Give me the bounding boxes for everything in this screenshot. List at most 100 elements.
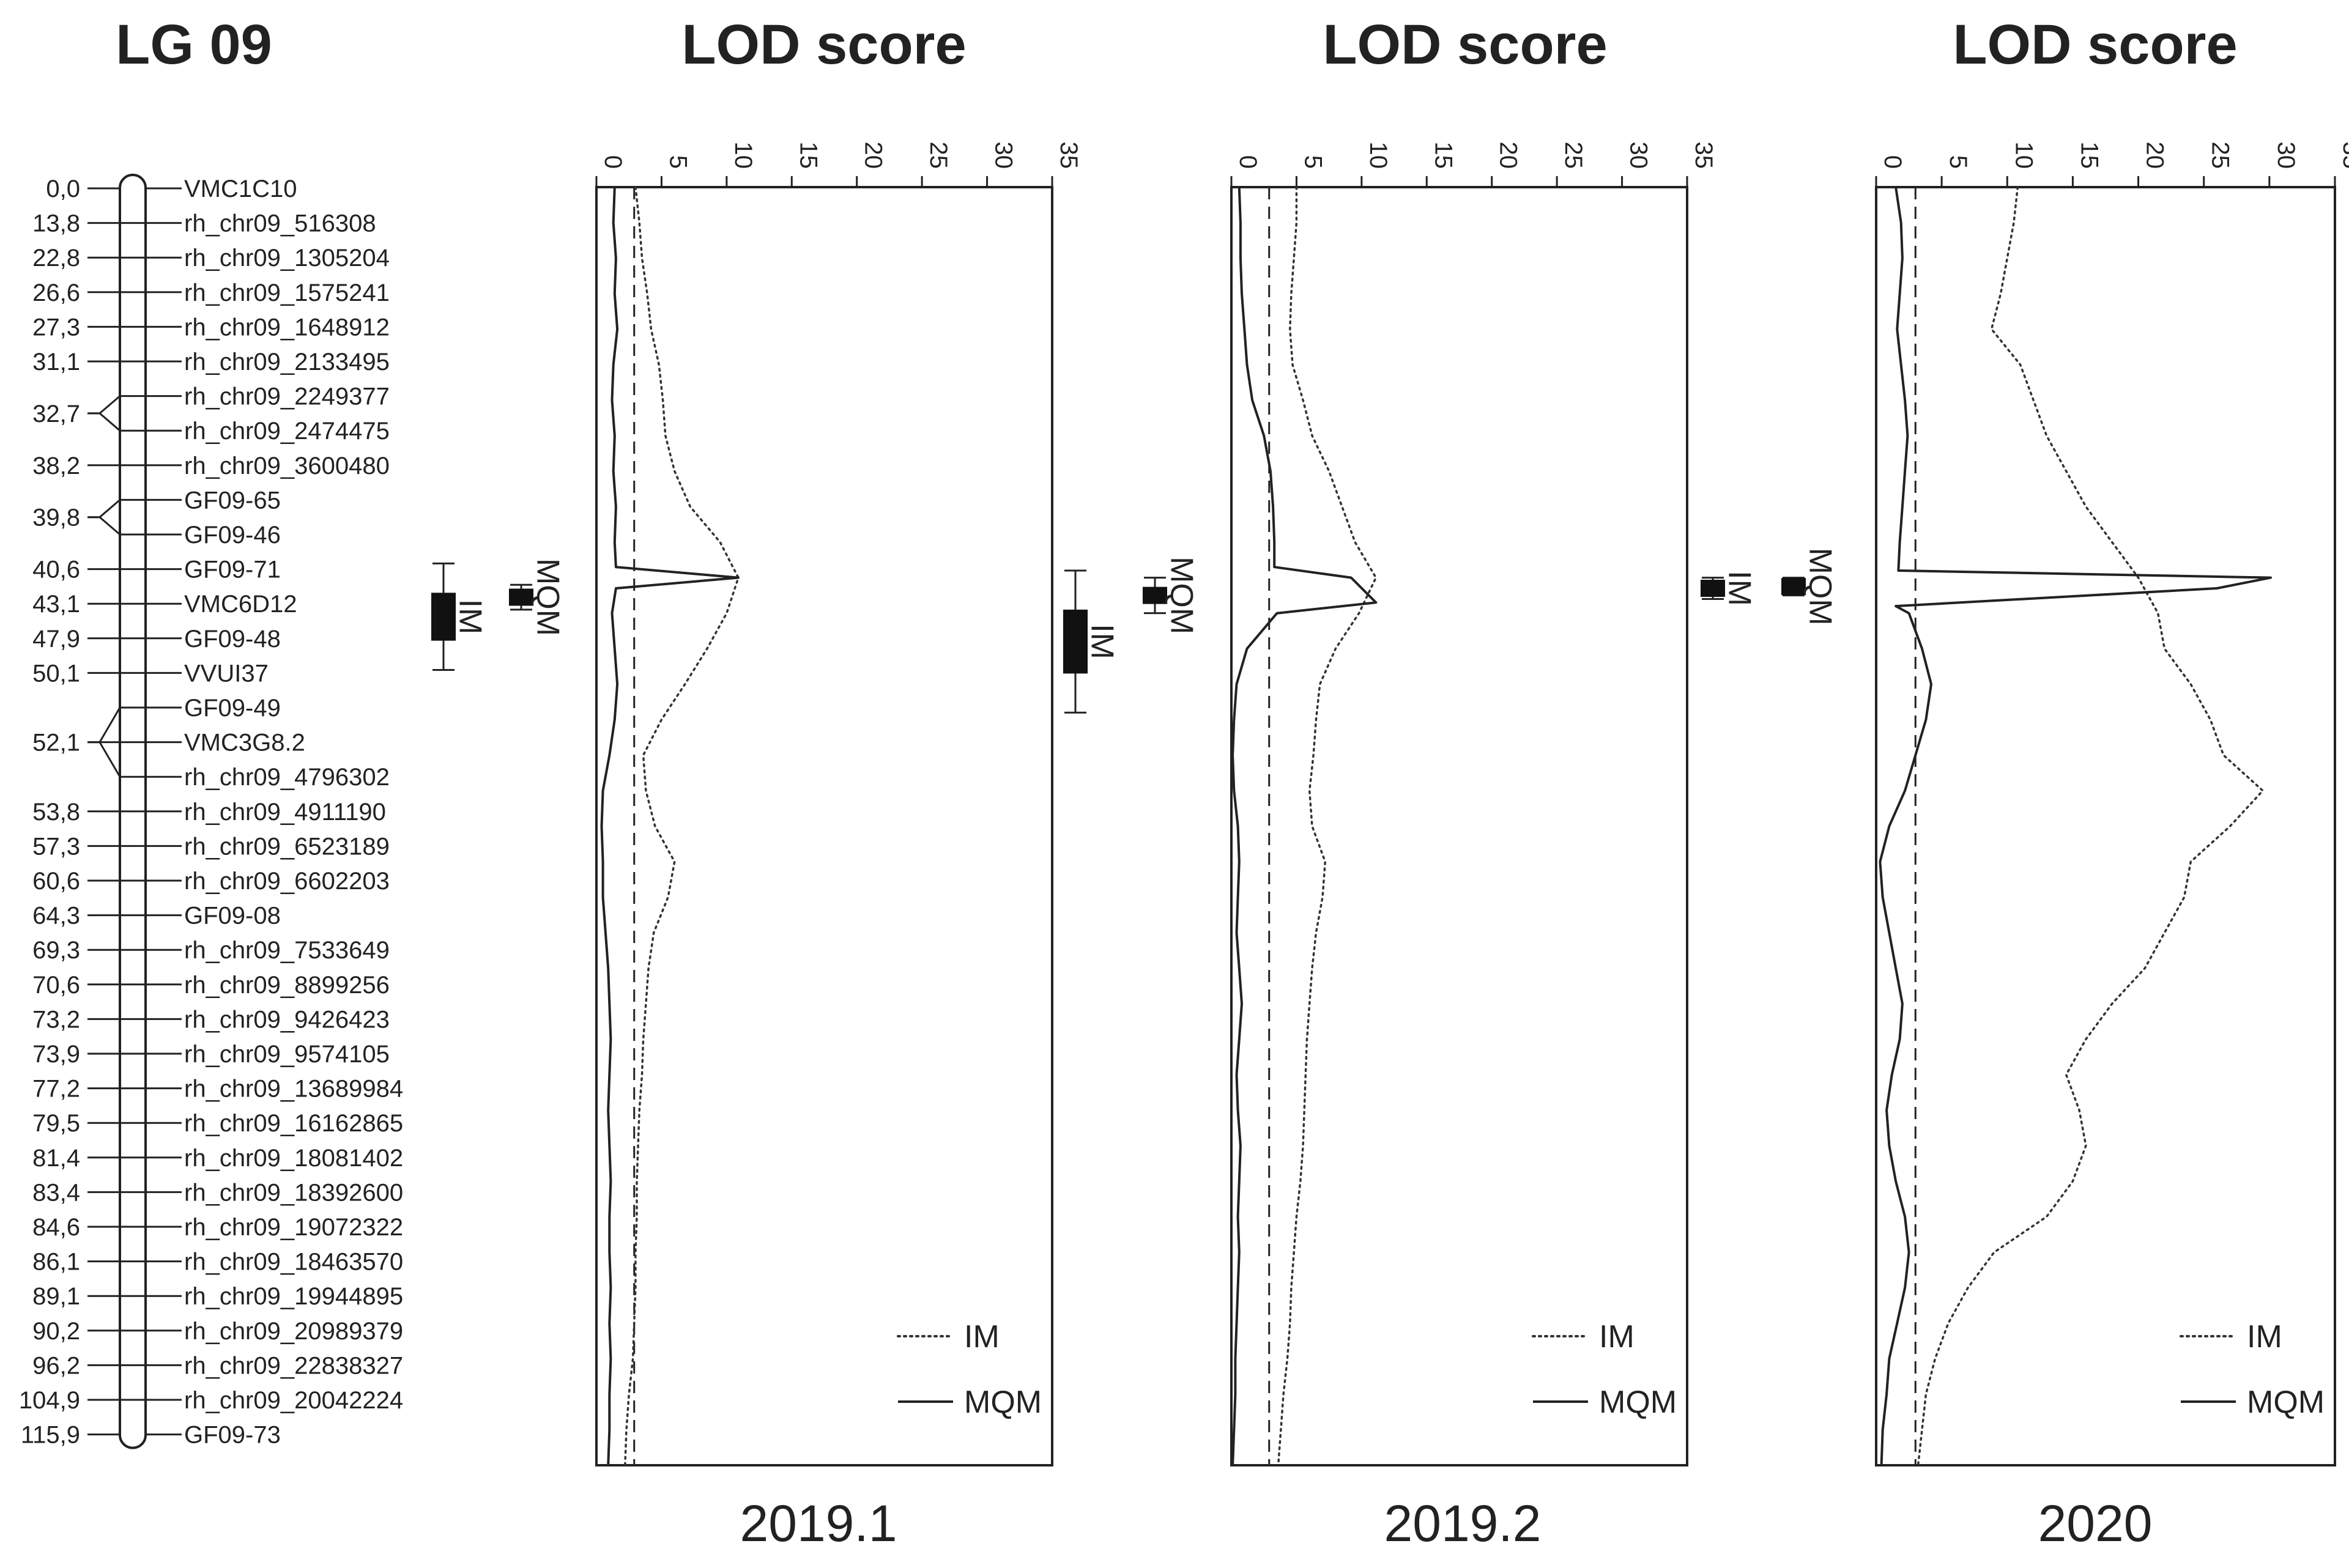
marker-label: rh_chr09_6523189: [184, 833, 390, 860]
linkage-group-map: VMC1C10 rh_chr09_516308 rh_chr09_1305204rh…: [19, 174, 403, 1449]
position-label: 84,6: [32, 1214, 80, 1241]
tick-label: 35: [2338, 142, 2349, 169]
marker-label: GF09-49: [184, 695, 281, 722]
marker-label: rh_chr09_19944895: [184, 1283, 403, 1310]
tick-label: 0: [1234, 155, 1261, 169]
ci-mqm-box: [1143, 586, 1167, 604]
marker-label: rh_chr09_4911190: [184, 799, 386, 826]
position-label: 40,6: [32, 557, 80, 583]
position-label: 69,3: [32, 937, 80, 964]
legend-im-label: IM: [1599, 1319, 1635, 1355]
position-label: 39,8: [32, 505, 80, 531]
position-label: 73,9: [32, 1041, 80, 1068]
tick-label: 0: [1879, 155, 1906, 169]
position-label: 13,8: [32, 210, 80, 237]
ci-im-label: IM: [452, 599, 488, 635]
position-label: 73,2: [32, 1006, 80, 1033]
position-label: 47,9: [32, 626, 80, 653]
lod-panel-0: LOD score 0 5 10 15 20 25 30 35 IM MQM 2019.1 IM MQM: [431, 13, 1082, 1552]
ci-im-box: [431, 593, 456, 641]
marker-label: rh_chr09_516308: [184, 210, 376, 237]
ci-mqm-label: MQM: [1163, 557, 1199, 634]
tick-label: 5: [1299, 155, 1326, 169]
position-label: 86,1: [32, 1249, 80, 1276]
tick-label: 30: [990, 142, 1017, 169]
ci-im-box: [1701, 580, 1725, 597]
marker-label: rh_chr09_9426423: [184, 1006, 390, 1033]
marker-label: rh_chr09_18392600: [184, 1179, 403, 1206]
marker-label: rh_chr09_3600480: [184, 453, 390, 479]
tick-label: 0: [599, 155, 626, 169]
marker-label: GF09-48: [184, 626, 281, 653]
panel-year: 2019.1: [740, 1495, 897, 1552]
plot-frame: [1875, 186, 2336, 1466]
marker-label: rh_chr09_22838327: [184, 1352, 403, 1379]
marker-label: rh_chr09_18081402: [184, 1145, 403, 1172]
mqm-curve: [1231, 187, 1378, 1466]
position-connector: [87, 395, 121, 415]
ci-mqm-label: MQM: [1802, 548, 1838, 626]
position-label: 22,8: [32, 245, 80, 272]
ci-mqm-box: [509, 588, 533, 606]
ci-mqm-label: MQM: [530, 558, 565, 636]
legend-mqm-label: MQM: [964, 1385, 1042, 1420]
marker-label: rh_chr09_8899256: [184, 972, 390, 999]
tick-label: 20: [1495, 142, 1522, 169]
marker-label: rh_chr09_20042224: [184, 1387, 403, 1414]
im-curve: [1917, 186, 2265, 1466]
im-curve: [624, 186, 740, 1466]
position-label: 60,6: [32, 868, 80, 895]
marker-label: rh_chr09_9574105: [184, 1041, 390, 1068]
ci-mqm-box: [1781, 578, 1806, 596]
marker-label: rh_chr09_19072322: [184, 1214, 403, 1241]
marker-label: rh_chr09_2249377: [184, 383, 390, 410]
position-label: 64,3: [32, 903, 80, 930]
mqm-curve: [600, 187, 740, 1466]
position-label: 31,1: [32, 349, 80, 375]
tick-label: 25: [2207, 142, 2234, 169]
marker-label: rh_chr09_18463570: [184, 1249, 403, 1276]
axis-title: LOD score: [1323, 13, 1607, 76]
legend-im-label: IM: [964, 1319, 1000, 1355]
lod-panel-1: LOD score 0 5 10 15 20 25 30 35 IM MQM 2019.2 IM MQM: [1063, 13, 1717, 1552]
position-label: 53,8: [32, 799, 80, 826]
plot-frame: [595, 186, 1053, 1466]
position-label: 79,5: [32, 1110, 80, 1137]
legend-mqm-label: MQM: [1599, 1385, 1677, 1420]
marker-label: VMC3G8.2: [184, 730, 305, 756]
marker-label: GF09-73: [184, 1422, 281, 1449]
marker-label: rh_chr09_2133495: [184, 349, 390, 375]
marker-label: rh_chr09_1575241: [184, 279, 390, 306]
position-label: 77,2: [32, 1076, 80, 1103]
tick-label: 25: [1560, 142, 1587, 169]
tick-label: 5: [664, 155, 691, 169]
position-label: 96,2: [32, 1352, 80, 1379]
position-label: 50,1: [32, 660, 80, 687]
marker-label: GF09-46: [184, 522, 281, 549]
legend-im-label: IM: [2247, 1319, 2282, 1355]
marker-label: rh_chr09_20989379: [184, 1318, 403, 1345]
position-label: 83,4: [32, 1179, 80, 1206]
position-label: 27,3: [32, 314, 80, 341]
lod-panel-2: LOD score 0 5 10 15 20 25 30 35 IM MQM 2020 IM MQM: [1701, 13, 2349, 1552]
lg-title: LG 09: [116, 13, 272, 76]
position-label: 38,2: [32, 453, 80, 479]
tick-label: 10: [730, 142, 757, 169]
mqm-curve: [1879, 187, 2272, 1466]
position-label: 89,1: [32, 1283, 80, 1310]
position-label: 115,9: [21, 1422, 80, 1449]
tick-label: 15: [1430, 142, 1457, 169]
marker-label: rh_chr09_13689984: [184, 1076, 403, 1103]
marker-label: rh_chr09_1648912: [184, 314, 390, 341]
marker-label: GF09-08: [184, 903, 281, 930]
position-label: 57,3: [32, 833, 80, 860]
tick-label: 10: [2010, 142, 2037, 169]
tick-label: 30: [1625, 142, 1652, 169]
tick-label: 20: [2142, 142, 2169, 169]
position-label: 43,1: [32, 591, 80, 618]
tick-label: 15: [795, 142, 822, 169]
ci-im-box: [1063, 609, 1088, 674]
tick-label: 25: [925, 142, 952, 169]
position-label: 32,7: [32, 401, 80, 427]
position-label: 104,9: [19, 1387, 80, 1414]
